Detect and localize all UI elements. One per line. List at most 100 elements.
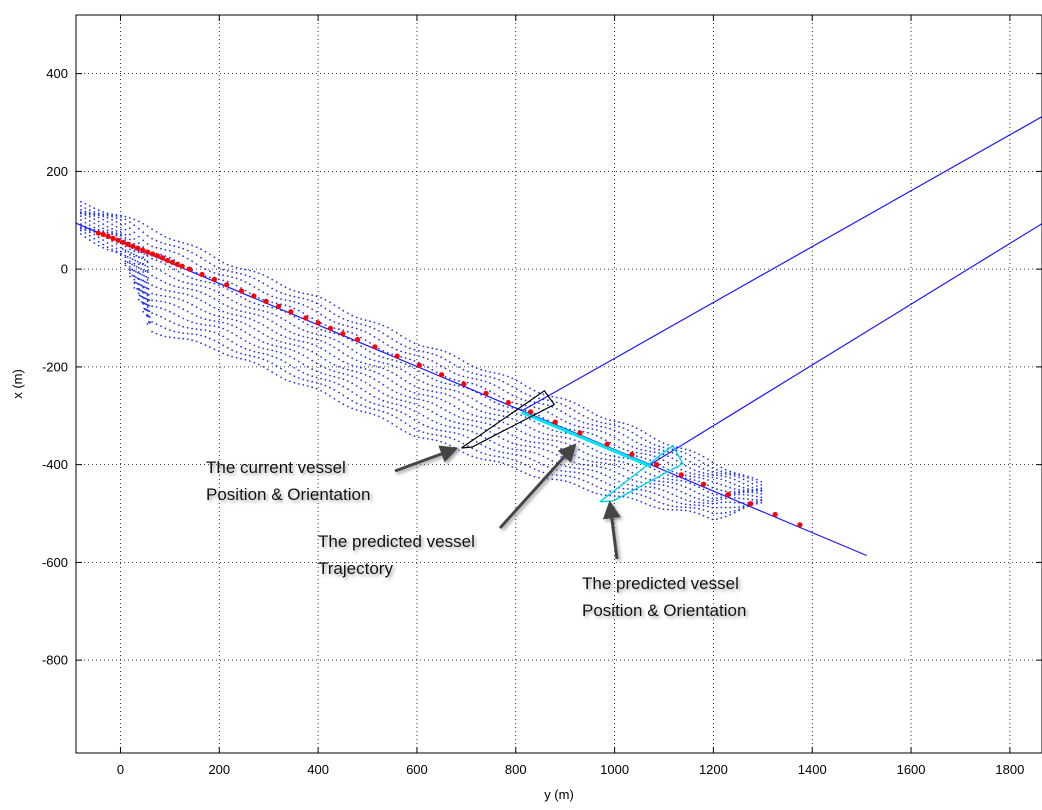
cloud-point <box>671 470 674 473</box>
cloud-point <box>129 221 131 224</box>
cloud-point <box>507 432 509 434</box>
cloud-point <box>342 309 345 312</box>
cloud-point <box>311 380 314 383</box>
cloud-point <box>240 315 242 318</box>
cloud-point <box>240 357 242 360</box>
cloud-point <box>280 298 282 300</box>
cloud-point <box>293 338 296 341</box>
cloud-point <box>569 400 571 402</box>
cloud-point <box>351 400 354 402</box>
cloud-point <box>435 371 438 374</box>
cloud-point <box>529 394 531 397</box>
trajectory-marker <box>224 282 230 288</box>
cloud-point <box>134 259 137 262</box>
cloud-point <box>146 323 149 325</box>
cloud-point <box>80 200 82 203</box>
cloud-point <box>529 426 531 429</box>
trajectory-marker <box>483 390 489 396</box>
cloud-point <box>160 325 162 328</box>
cloud-point <box>204 259 207 262</box>
cloud-point <box>707 510 709 513</box>
x-tick-label: 400 <box>307 762 329 777</box>
cloud-point <box>160 270 162 272</box>
cloud-point <box>693 463 696 466</box>
cloud-point <box>120 216 122 218</box>
cloud-point <box>378 415 380 418</box>
annotation-current-vessel: The current vessel Position & Orientatio… <box>206 445 459 504</box>
cloud-point <box>720 489 723 492</box>
cloud-point <box>346 397 349 400</box>
cloud-point <box>751 476 754 479</box>
cloud-point <box>133 238 136 240</box>
cloud-point <box>707 484 709 487</box>
cloud-point <box>275 345 278 348</box>
cloud-point <box>132 253 135 256</box>
cloud-point <box>373 335 376 338</box>
cloud-point <box>151 330 154 333</box>
cloud-point <box>547 449 549 452</box>
cloud-point <box>635 466 638 469</box>
cloud-point <box>413 403 416 405</box>
cloud-point <box>404 422 407 424</box>
cloud-point <box>155 293 158 296</box>
cloud-point <box>520 398 523 400</box>
cloud-point <box>622 427 625 429</box>
cloud-point <box>600 461 603 464</box>
cloud-point <box>569 428 571 431</box>
cloud-point <box>502 445 505 448</box>
cloud-point <box>435 362 438 365</box>
cloud-point <box>716 493 718 496</box>
cloud-point <box>142 246 145 248</box>
cloud-point <box>195 254 198 256</box>
cloud-point <box>395 360 398 362</box>
cloud-point <box>257 339 260 341</box>
trajectory-markers <box>95 230 803 528</box>
cloud-point <box>466 376 469 379</box>
cloud-point <box>733 478 736 481</box>
cloud-point <box>595 477 598 480</box>
cloud-point <box>515 402 518 405</box>
cloud-point <box>355 327 358 330</box>
trajectory-line <box>521 116 1042 412</box>
cloud-point <box>440 392 443 394</box>
cloud-point <box>289 337 291 340</box>
cloud-point <box>360 387 362 390</box>
cloud-point <box>360 354 362 356</box>
cloud-point <box>209 337 211 340</box>
cloud-point <box>444 358 447 361</box>
cloud-point <box>653 437 656 440</box>
cloud-point <box>148 299 151 302</box>
cloud-point <box>458 357 460 360</box>
cloud-point <box>102 246 105 249</box>
cloud-point <box>551 451 554 454</box>
cloud-point <box>231 340 234 343</box>
cloud-point <box>453 432 456 434</box>
cloud-point <box>155 313 158 316</box>
cloud-point <box>449 388 451 391</box>
cloud-point <box>444 430 447 433</box>
cloud-point <box>435 379 438 382</box>
cloud-point <box>329 319 331 321</box>
cloud-point <box>711 471 714 473</box>
cloud-point <box>613 420 616 423</box>
cloud-point <box>698 501 700 504</box>
cloud-point <box>146 279 149 281</box>
cloud-point <box>649 435 652 437</box>
cloud-point <box>738 480 740 483</box>
cloud-point <box>191 295 194 298</box>
cloud-point <box>422 363 425 366</box>
cloud-point <box>711 476 714 479</box>
cloud-point <box>226 354 229 357</box>
cloud-point <box>253 286 256 288</box>
cloud-point <box>235 314 238 317</box>
cloud-point <box>262 333 265 335</box>
cloud-point <box>378 372 380 375</box>
cloud-point <box>551 395 554 398</box>
cloud-point <box>489 390 491 393</box>
cloud-point <box>635 499 638 501</box>
cloud-point <box>289 343 291 345</box>
cloud-point <box>458 422 460 425</box>
cloud-point <box>618 446 620 449</box>
cloud-point <box>520 382 523 384</box>
cloud-point <box>195 289 198 292</box>
